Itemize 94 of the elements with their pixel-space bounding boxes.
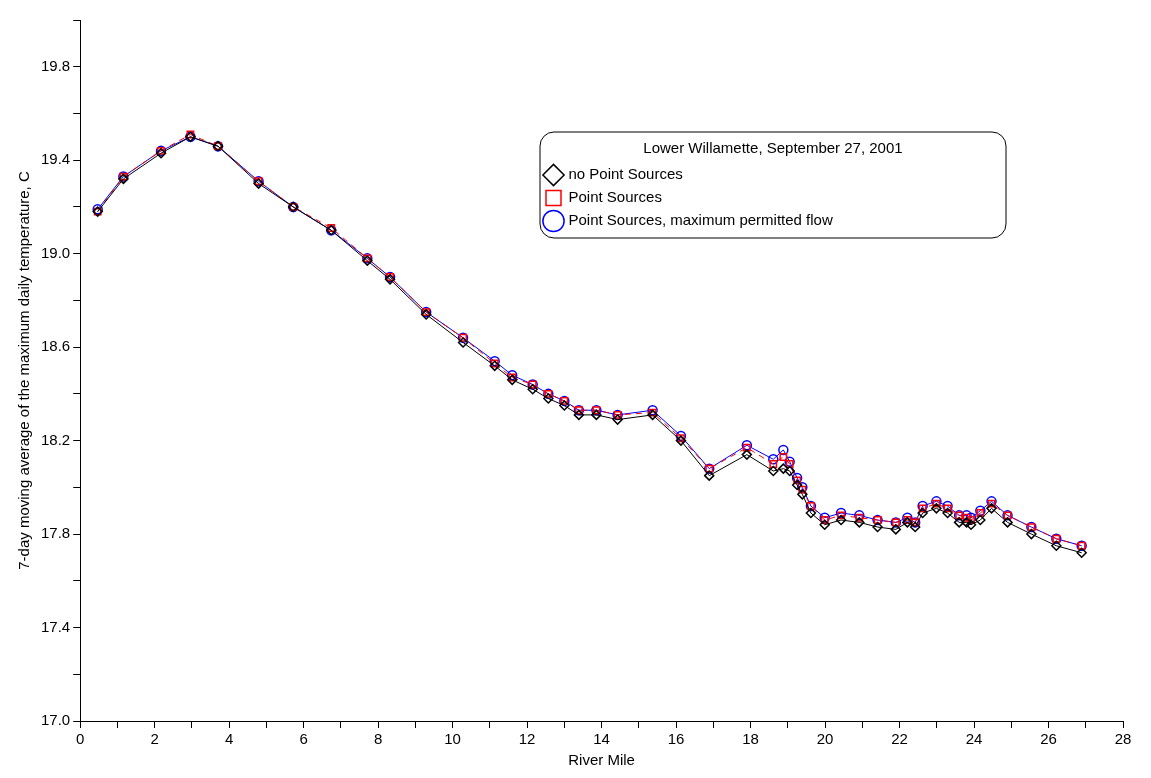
- point: [902, 517, 913, 528]
- point: [819, 519, 830, 530]
- x-axis-title: River Mile: [568, 751, 635, 769]
- point: [1026, 528, 1037, 540]
- point: [1076, 547, 1087, 559]
- y-tick-label: 18.2: [40, 430, 71, 448]
- point: [784, 465, 795, 477]
- y-axis-title: 7-day moving average of the maximum daily temperature, C: [15, 171, 33, 570]
- x-tick-label: 18: [742, 730, 759, 748]
- x-tick-label: 24: [965, 730, 983, 748]
- point: [917, 507, 928, 519]
- point: [506, 374, 518, 386]
- x-tick-label: 22: [891, 730, 908, 748]
- point: [976, 509, 985, 517]
- point: [918, 504, 927, 513]
- point: [909, 521, 921, 533]
- x-tick-label: 14: [593, 730, 610, 748]
- x-tick-label: 10: [444, 730, 461, 748]
- point: [793, 476, 802, 485]
- x-tick-label: 6: [299, 730, 308, 748]
- point: [872, 521, 883, 533]
- y-tick-label: 19.8: [40, 56, 71, 74]
- point: [791, 479, 803, 491]
- legend-title: Lower Willamette, September 27, 2001: [643, 139, 903, 157]
- point: [953, 517, 965, 528]
- point: [890, 524, 902, 535]
- y-tick-label: 18.6: [40, 337, 71, 355]
- point: [768, 454, 779, 465]
- point: [1051, 540, 1062, 551]
- point: [785, 460, 794, 468]
- x-tick-label: 20: [816, 730, 834, 748]
- point: [1002, 517, 1013, 528]
- point: [591, 409, 602, 421]
- x-tick-label: 4: [224, 730, 234, 748]
- point: [784, 456, 795, 467]
- point: [902, 512, 913, 523]
- y-tick-label: 17.4: [40, 617, 71, 635]
- point: [612, 414, 623, 425]
- point: [506, 369, 518, 381]
- point: [854, 517, 865, 528]
- point: [573, 409, 585, 421]
- x-tick-label: 0: [76, 730, 85, 748]
- point: [768, 465, 779, 477]
- point: [975, 514, 986, 526]
- point: [647, 409, 658, 421]
- legend-label: Point Sources: [568, 188, 662, 206]
- point: [559, 400, 570, 411]
- point: [986, 503, 997, 514]
- point: [965, 519, 977, 530]
- point: [647, 404, 658, 416]
- point: [835, 514, 847, 526]
- point: [489, 355, 500, 367]
- point: [961, 517, 972, 528]
- point: [327, 224, 336, 232]
- point: [967, 516, 975, 524]
- point: [778, 463, 789, 474]
- point: [837, 511, 845, 520]
- point: [741, 449, 753, 460]
- point: [490, 359, 499, 368]
- point: [820, 516, 829, 524]
- legend-label: Point Sources, maximum permitted flow: [568, 211, 833, 229]
- y-tick-label: 17.8: [40, 524, 71, 542]
- x-tick-label: 2: [150, 730, 159, 748]
- legend-label: no Point Sources: [568, 165, 683, 183]
- point: [675, 430, 687, 442]
- point: [186, 130, 195, 139]
- point: [942, 500, 953, 512]
- point: [943, 504, 952, 513]
- point: [819, 512, 830, 523]
- point: [931, 503, 942, 514]
- point: [778, 444, 789, 456]
- y-tick-label: 19.0: [40, 243, 71, 261]
- point: [769, 460, 778, 468]
- point: [805, 507, 817, 519]
- point: [489, 360, 500, 372]
- point: [797, 489, 808, 500]
- x-tick-label: 26: [1040, 730, 1057, 748]
- x-tick-label: 12: [518, 730, 536, 748]
- y-tick-label: 19.4: [40, 150, 71, 168]
- point: [975, 505, 986, 516]
- y-tick-label: 17.0: [40, 711, 71, 729]
- point: [835, 507, 847, 519]
- point: [903, 516, 912, 524]
- x-tick-label: 8: [373, 730, 383, 748]
- x-tick-label: 16: [667, 730, 685, 748]
- x-tick-label: 28: [1114, 730, 1132, 748]
- point: [527, 383, 538, 395]
- point: [942, 507, 953, 519]
- point: [779, 453, 788, 461]
- point: [543, 393, 554, 404]
- point: [457, 337, 469, 348]
- point: [917, 500, 928, 512]
- point: [703, 470, 715, 481]
- point: [791, 472, 803, 484]
